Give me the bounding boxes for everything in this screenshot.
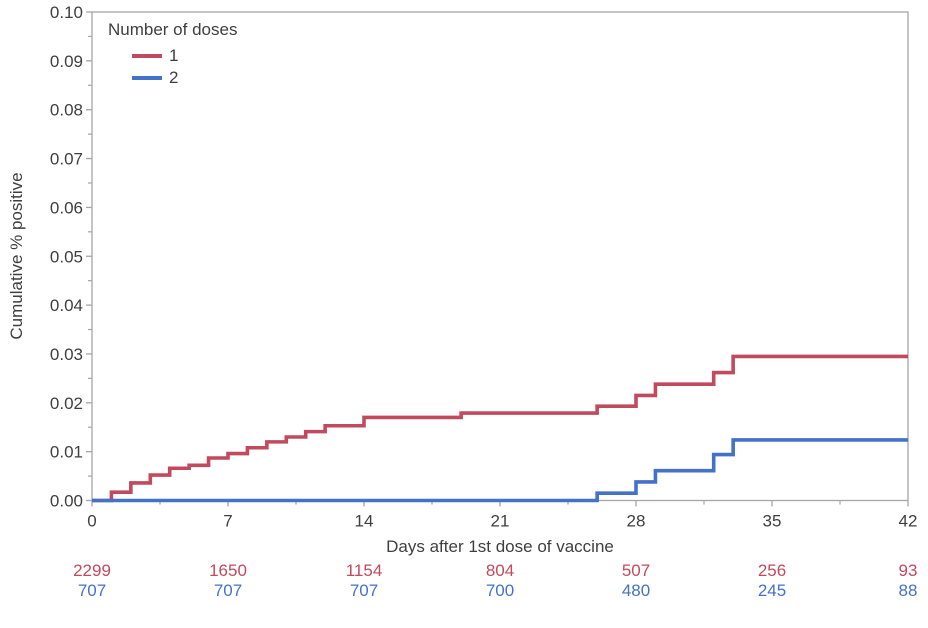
y-tick-label: 0.06	[50, 198, 83, 217]
y-tick-label: 0.02	[50, 394, 83, 413]
dose-1-line-swatch	[132, 54, 162, 58]
legend-entry-dose-1: 1	[108, 45, 237, 67]
at-risk-dose-1-day-35: 256	[757, 561, 787, 580]
legend-title: Number of doses	[108, 20, 238, 39]
legend-label-dose-1: 1	[169, 46, 179, 65]
x-tick-label: 14	[355, 512, 374, 531]
y-tick-label: 0.00	[50, 492, 83, 511]
legend: Number of doses 1 2	[108, 20, 237, 89]
x-tick-label: 7	[223, 512, 232, 531]
at-risk-dose-1-day-28: 507	[621, 561, 651, 580]
x-tick-label: 35	[763, 512, 782, 531]
at-risk-dose-2-day-42: 88	[898, 581, 918, 600]
at-risk-dose-2-day-35: 245	[757, 581, 787, 600]
at-risk-dose-1-day-21: 804	[485, 561, 515, 580]
legend-label-dose-2: 2	[169, 68, 179, 87]
dose-2-line-swatch	[132, 76, 162, 80]
at-risk-dose-1-day-7: 1650	[209, 561, 247, 580]
y-tick-label: 0.05	[50, 247, 83, 266]
x-tick-label: 42	[899, 512, 918, 531]
y-axis-title: Cumulative % positive	[7, 172, 26, 340]
x-tick-label: 0	[87, 512, 96, 531]
y-tick-label: 0.10	[50, 3, 83, 22]
y-tick-label: 0.07	[50, 150, 83, 169]
at-risk-dose-1-day-14: 1154	[345, 561, 383, 580]
at-risk-dose-2-day-28: 480	[621, 581, 651, 600]
at-risk-dose-2-day-21: 700	[485, 581, 515, 600]
at-risk-dose-2-day-7: 707	[213, 581, 243, 600]
x-tick-label: 21	[491, 512, 510, 531]
series-dose-1-step-line	[92, 354, 908, 503]
y-tick-label: 0.03	[50, 345, 83, 364]
x-axis-title: Days after 1st dose of vaccine	[386, 537, 614, 556]
y-tick-label: 0.09	[50, 52, 83, 71]
at-risk-dose-1-day-42: 93	[898, 561, 918, 580]
at-risk-dose-2-day-14: 707	[349, 581, 379, 600]
y-tick-label: 0.08	[50, 101, 83, 120]
series-dose-2-step-line	[92, 438, 908, 503]
x-tick-label: 28	[627, 512, 646, 531]
at-risk-dose-1-day-0: 2299	[73, 561, 111, 580]
at-risk-dose-2-day-0: 707	[77, 581, 107, 600]
y-tick-label: 0.04	[50, 296, 83, 315]
y-tick-label: 0.01	[50, 443, 83, 462]
legend-entry-dose-2: 2	[108, 67, 237, 89]
